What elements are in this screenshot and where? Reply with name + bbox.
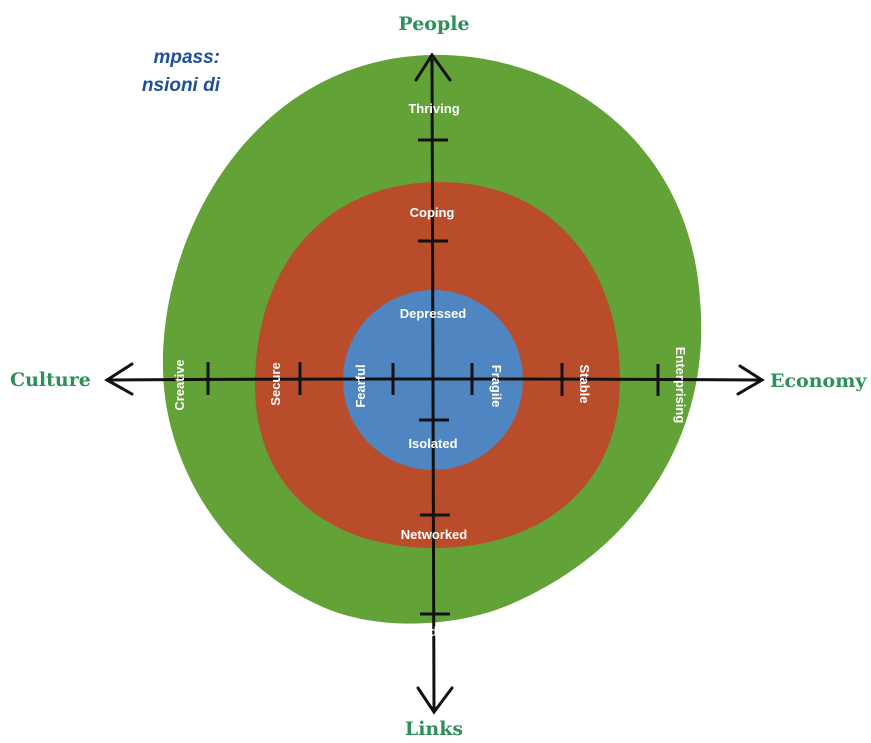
label-enterprising: Enterprising xyxy=(673,347,688,424)
caption-line-2: nsioni di xyxy=(141,75,220,96)
arrow-down-icon xyxy=(416,686,454,715)
axes xyxy=(104,52,765,715)
arrow-left-icon xyxy=(104,362,134,396)
label-inter-dependent: Inter-dependent xyxy=(397,624,496,639)
arrow-up-icon xyxy=(414,52,452,82)
label-thriving: Thriving xyxy=(408,101,459,116)
caption-line-1: mpass: xyxy=(153,47,220,68)
tick-marks xyxy=(206,138,660,616)
label-coping: Coping xyxy=(410,205,455,220)
label-fearful: Fearful xyxy=(353,364,368,407)
axis-label-culture: Culture xyxy=(10,369,91,391)
label-stable: Stable xyxy=(577,364,592,403)
label-creative: Creative xyxy=(172,359,187,410)
axis-label-economy: Economy xyxy=(770,370,867,392)
label-secure: Secure xyxy=(268,362,283,405)
label-depressed: Depressed xyxy=(400,306,467,321)
vertical-axis xyxy=(430,58,436,712)
arrow-right-icon xyxy=(736,364,765,396)
axis-label-links: Links xyxy=(405,718,463,740)
caption: mpass: nsioni di xyxy=(0,44,220,100)
label-fragile: Fragile xyxy=(489,365,504,408)
label-networked: Networked xyxy=(401,527,468,542)
horizontal-axis xyxy=(106,377,760,382)
axis-label-people: People xyxy=(398,13,469,35)
label-isolated: Isolated xyxy=(408,436,457,451)
